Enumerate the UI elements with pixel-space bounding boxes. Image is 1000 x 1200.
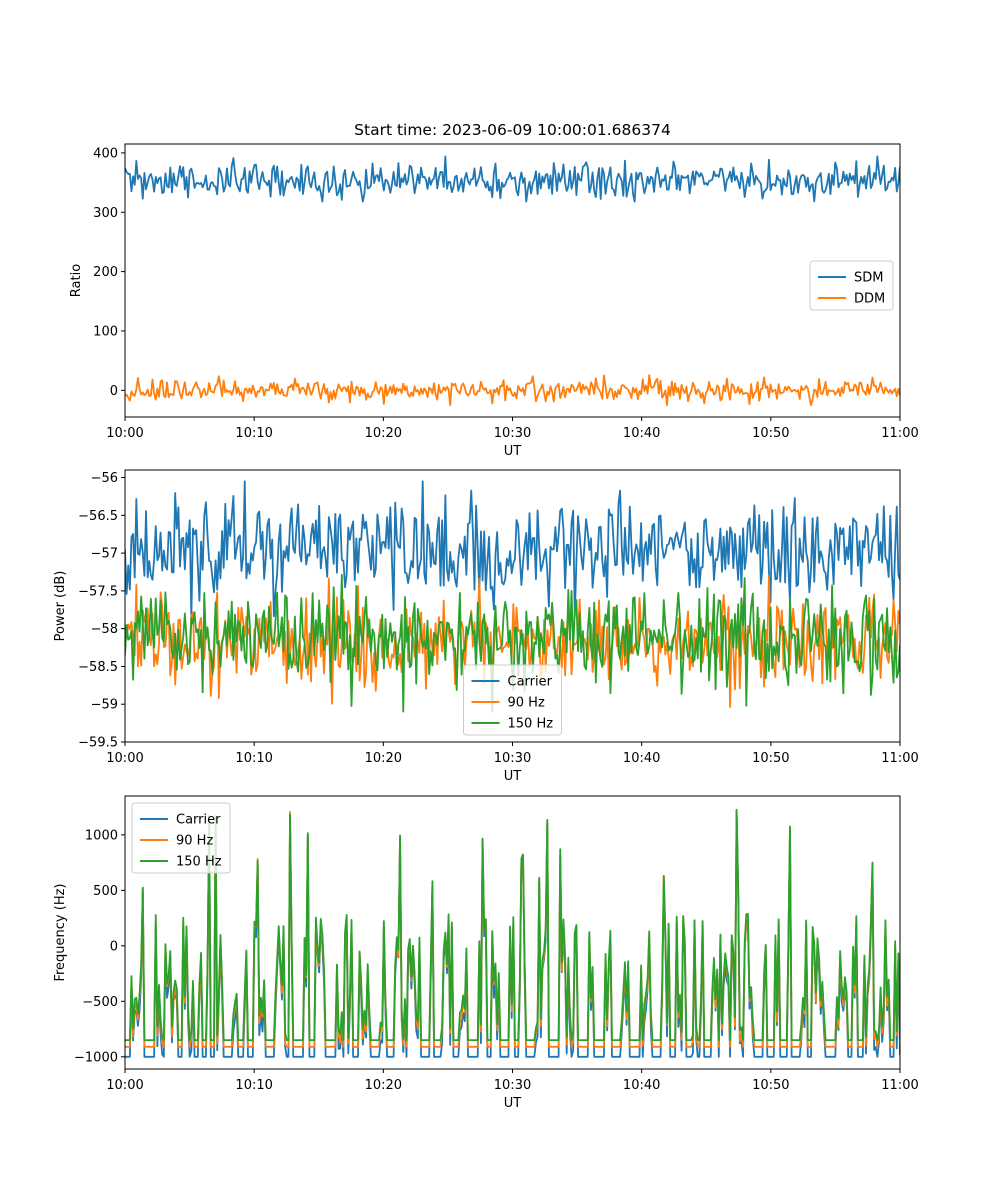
- x-tick-label: 10:20: [365, 751, 402, 766]
- x-tick-label: 10:00: [106, 426, 143, 441]
- legend-entry: Carrier: [176, 813, 221, 828]
- x-axis-label: UT: [504, 769, 522, 784]
- series-line-sdm: [125, 155, 900, 203]
- x-tick-label: 10:40: [623, 1078, 660, 1093]
- y-axis-label: Ratio: [69, 264, 84, 297]
- x-axis-label: UT: [504, 444, 522, 459]
- chart-panel-3: 10:00 10:10 10:20 10:30 10:40 10:50 11:00 −1000…: [53, 795, 919, 1111]
- legend-frame: [131, 802, 231, 874]
- y-tick-label: 500: [93, 884, 118, 899]
- y-tick-label: −56: [91, 471, 118, 486]
- y-tick-label: −58: [91, 622, 118, 637]
- x-tick-label: 11:00: [881, 1078, 918, 1093]
- series-group: [125, 155, 900, 407]
- legend-entry: DDM: [854, 292, 885, 307]
- y-tick-label: −58.5: [78, 660, 118, 675]
- legend-entry: 150 Hz: [176, 855, 222, 870]
- figure-title: Start time: 2023-06-09 10:00:01.686374: [354, 121, 671, 139]
- x-tick-label: 10:10: [235, 1078, 272, 1093]
- legend-entry: 90 Hz: [176, 834, 213, 849]
- y-tick-label: 200: [93, 265, 118, 280]
- x-tick-label: 10:00: [106, 1078, 143, 1093]
- x-tick-label: 10:10: [235, 426, 272, 441]
- chart-panel-1: 10:00 10:10 10:20 10:30 10:40 10:50 11:00 0 100 2…: [69, 143, 919, 459]
- y-tick-label: −59: [91, 698, 118, 713]
- x-tick-label: 10:20: [365, 1078, 402, 1093]
- y-tick-label: −1000: [74, 1050, 118, 1065]
- x-tick-label: 10:50: [752, 426, 789, 441]
- panels: 10:00 10:10 10:20 10:30 10:40 10:50 11:00 0 100 2…: [53, 143, 919, 1111]
- x-tick-label: 10:00: [106, 751, 143, 766]
- y-tick-label: 1000: [85, 828, 118, 843]
- x-tick-label: 10:30: [494, 426, 531, 441]
- x-tick-label: 11:00: [881, 751, 918, 766]
- y-tick-label: −57.5: [78, 584, 118, 599]
- y-tick-label: −59.5: [78, 736, 118, 751]
- legend: Carrier 90 Hz 150 Hz: [463, 664, 562, 736]
- x-tick-label: 10:40: [623, 751, 660, 766]
- x-tick-label: 10:40: [623, 426, 660, 441]
- series-group: [125, 808, 900, 1058]
- series-line-ddm: [125, 374, 900, 407]
- y-tick-label: 0: [110, 939, 118, 954]
- y-axis-label: Power (dB): [53, 571, 68, 642]
- x-tick-label: 10:30: [494, 1078, 531, 1093]
- y-tick-label: 300: [93, 206, 118, 221]
- y-tick-label: 100: [93, 324, 118, 339]
- y-tick-label: −56.5: [78, 509, 118, 524]
- y-axis-label: Frequency (Hz): [53, 883, 68, 981]
- legend: Carrier 90 Hz 150 Hz: [131, 802, 231, 874]
- x-tick-label: 10:50: [752, 1078, 789, 1093]
- legend-entry: 90 Hz: [508, 696, 545, 711]
- series-line-carrier: [125, 480, 900, 620]
- x-tick-label: 10:50: [752, 751, 789, 766]
- y-tick-label: −57: [91, 547, 118, 562]
- x-tick-label: 10:30: [494, 751, 531, 766]
- x-axis-label: UT: [504, 1096, 522, 1111]
- y-tick-label: −500: [82, 995, 118, 1010]
- legend-entry: 150 Hz: [508, 717, 554, 732]
- chart-panel-2: 10:00 10:10 10:20 10:30 10:40 10:50 11:00 −59.5…: [53, 469, 919, 784]
- legend: SDM DDM: [809, 260, 894, 311]
- y-tick-label: 400: [93, 146, 118, 161]
- series-line-150-hz: [125, 808, 900, 1042]
- legend-entry: Carrier: [508, 675, 553, 690]
- legend-frame: [463, 664, 562, 736]
- legend-entry: SDM: [854, 271, 883, 286]
- y-tick-label: 0: [110, 384, 118, 399]
- x-tick-label: 10:10: [235, 751, 272, 766]
- x-tick-label: 10:20: [365, 426, 402, 441]
- x-tick-label: 11:00: [881, 426, 918, 441]
